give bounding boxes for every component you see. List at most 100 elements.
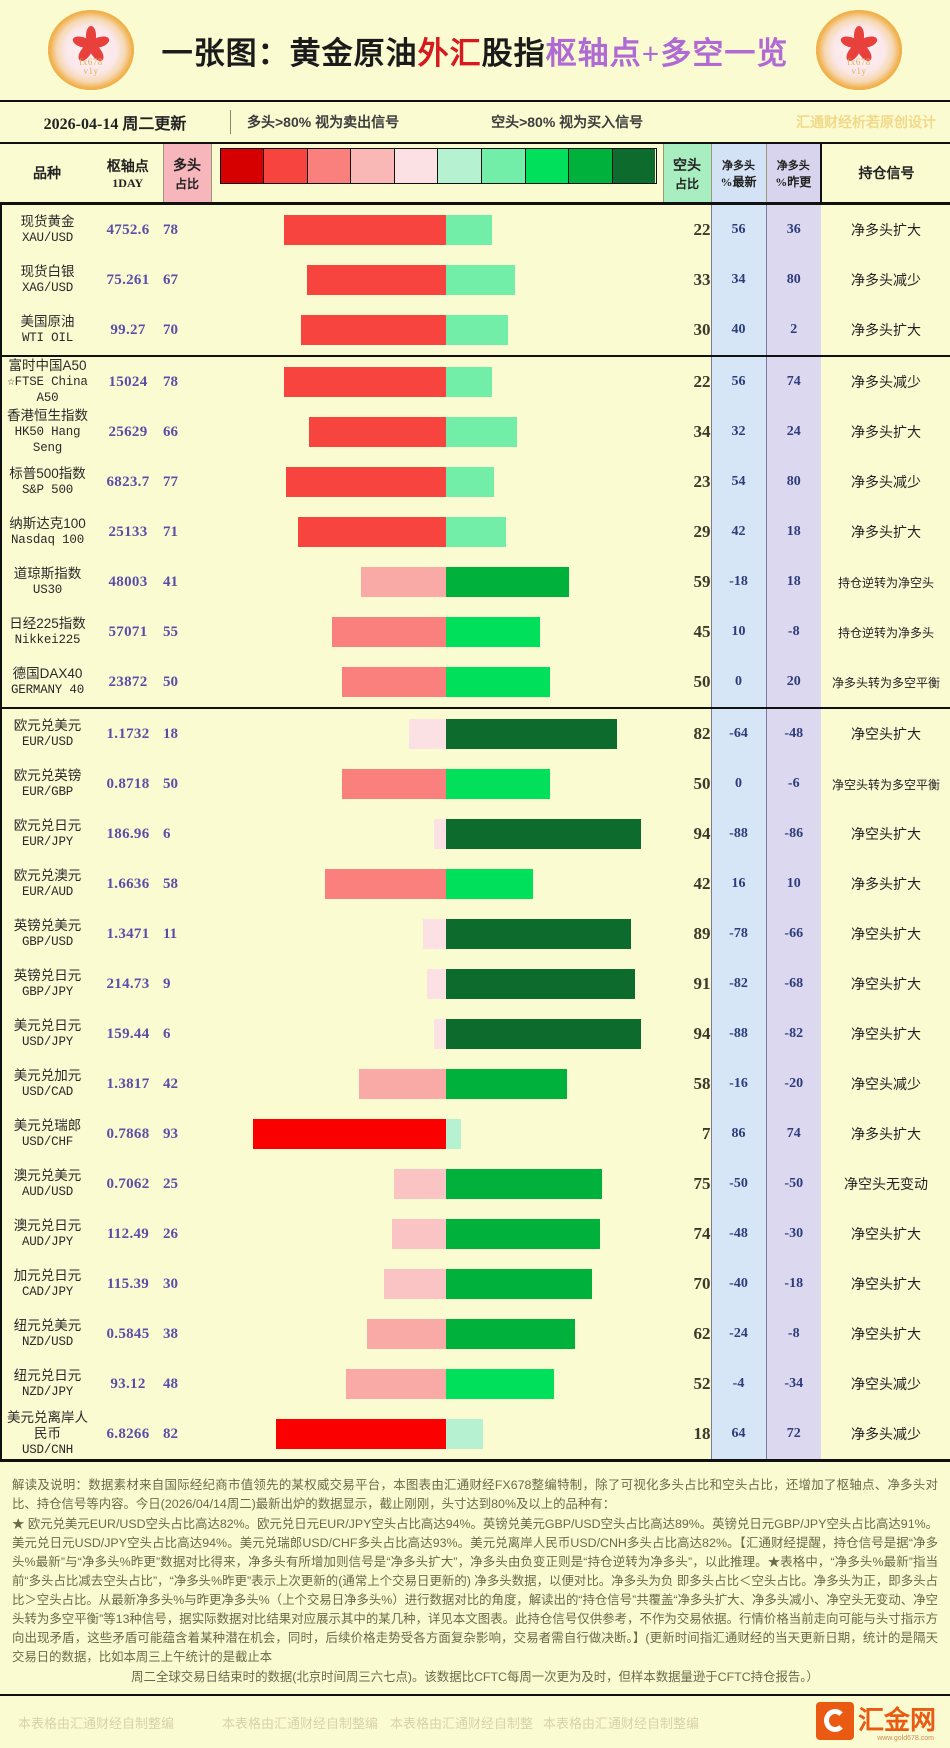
short-percent: 7 — [702, 1124, 711, 1143]
table-row[interactable]: 英镑兑美元 GBP/USD 1.3471 11 89 -78 -66 净空头扩大 — [0, 909, 950, 959]
short-percent: 22 — [663, 355, 711, 407]
instrument-name: 澳元兑美元 AUD/USD — [0, 1159, 93, 1209]
pivot-value: 186.96 — [106, 825, 150, 842]
site-logo[interactable]: 汇金网 www.gold678.com — [815, 1702, 936, 1742]
instrument-symbol: AUD/USD — [21, 1185, 74, 1199]
table-row[interactable]: 美元兑加元 USD/CAD 1.3817 42 58 -16 -20 净空头减少 — [0, 1059, 950, 1109]
bar-wrapper — [211, 315, 663, 345]
bar-wrapper — [211, 417, 663, 447]
long-percent: 82 — [163, 1409, 211, 1462]
long-percent: 11 — [163, 925, 178, 942]
position-signal: 净多头减少 — [821, 355, 950, 407]
credit-text-1: 本表格由汇通财经自制整编 — [18, 1715, 175, 1731]
instrument-symbol: WTI OIL — [21, 331, 74, 345]
net-long-latest: -82 — [710, 959, 766, 1009]
long-bar-segment — [408, 719, 447, 749]
short-bar-segment — [446, 1269, 592, 1299]
rule-short-label: 空头>80% 视为买入信号 — [491, 114, 644, 130]
pivot-value: 25133 — [108, 523, 148, 540]
table-row[interactable]: 日经225指数 Nikkei225 57071 55 45 10 -8 持仓逆转为净多头 — [0, 607, 950, 657]
long-bar-segment — [283, 215, 447, 245]
position-signal: 净多头扩大 — [851, 1126, 921, 1142]
table-row[interactable]: 德国DAX40 GERMANY 40 23872 50 50 0 20 净多头转为多空平衡 — [0, 657, 950, 708]
table-row[interactable]: 欧元兑日元 EUR/JPY 186.96 6 94 -88 -86 净空头扩大 — [0, 809, 950, 859]
table-row[interactable]: 美元兑离岸人民币 USD/CNH 6.8266 82 18 64 72 净多头减少 — [0, 1409, 950, 1462]
instrument-symbol: Nasdaq 100 — [10, 533, 84, 547]
table-row[interactable]: 欧元兑澳元 EUR/AUD 1.6636 58 42 16 10 净多头扩大 — [0, 859, 950, 909]
net-long-previous: -82 — [765, 1009, 821, 1059]
table-row[interactable]: 现货白银 XAG/USD 75.261 67 33 34 80 净多头减少 — [0, 255, 950, 305]
table-row[interactable]: 标普500指数 S&P 500 6823.7 77 23 54 80 净多头减少 — [0, 457, 950, 507]
short-bar-segment — [446, 467, 494, 497]
col-header-short: 空头 占比 — [662, 144, 712, 205]
short-bar-segment — [446, 1219, 600, 1249]
credit-text-4: 本表格由汇通财经自制整编 — [543, 1715, 700, 1731]
net-long-latest: 56 — [710, 203, 766, 255]
table-row[interactable]: 加元兑日元 CAD/JPY 115.39 30 70 -40 -18 净空头扩大 — [0, 1259, 950, 1309]
position-signal: 持仓逆转为净空头 — [837, 575, 934, 590]
position-signal: 净多头扩大 — [851, 524, 921, 540]
instrument-symbol: S&P 500 — [21, 483, 74, 497]
credit-text-2: 本表格由汇通财经自制整编 — [222, 1715, 379, 1731]
net-long-previous: 2 — [765, 305, 821, 356]
seal-tag-line2: v1y — [83, 66, 99, 76]
table-row[interactable]: 英镑兑日元 GBP/JPY 214.73 9 91 -82 -68 净空头扩大 — [0, 959, 950, 1009]
instrument-name: 美元兑日元 USD/JPY — [0, 1009, 93, 1059]
long-bar-segment — [346, 1369, 447, 1399]
table-row[interactable]: 澳元兑日元 AUD/JPY 112.49 26 74 -48 -30 净空头扩大 — [0, 1209, 950, 1259]
instrument-name: 美元兑离岸人民币 USD/CNH — [0, 1409, 93, 1462]
long-short-bar — [211, 204, 663, 256]
table-row[interactable]: 美国原油 WTI OIL 99.27 70 30 40 2 净多头扩大 — [0, 305, 950, 356]
long-percent: 50 — [163, 775, 178, 792]
pivot-value: 15024 — [93, 355, 163, 407]
table-row[interactable]: 欧元兑美元 EUR/USD 1.1732 18 82 -64 -48 净空头扩大 — [0, 707, 950, 759]
instrument-name: 欧元兑澳元 EUR/AUD — [0, 859, 93, 909]
short-percent: 59 — [693, 572, 711, 591]
explanatory-notes: 解读及说明：数据素材来自国际经纪商市值领先的某权威交易平台，本图表由汇通财经FX… — [0, 1462, 950, 1694]
table-row[interactable]: 纽元兑日元 NZD/JPY 93.12 48 52 -4 -34 净空头减少 — [0, 1359, 950, 1409]
table-body: 现货黄金 XAU/USD 4752.6 78 22 56 36 净多头扩大 现货白银 XAG/US… — [0, 203, 950, 1462]
short-bar-segment — [446, 1119, 461, 1149]
table-row[interactable]: 美元兑日元 USD/JPY 159.44 6 94 -88 -82 净空头扩大 — [0, 1009, 950, 1059]
bar-wrapper — [211, 719, 663, 749]
net-long-latest: 64 — [710, 1409, 766, 1462]
table-row[interactable]: 澳元兑美元 AUD/USD 0.7062 25 75 -50 -50 净空头无变动 — [0, 1159, 950, 1209]
net-long-latest: 42 — [710, 507, 766, 557]
pivot-value: 214.73 — [106, 975, 150, 992]
net-long-latest: -48 — [710, 1209, 766, 1259]
long-short-bar — [211, 1159, 663, 1209]
net-long-latest: 54 — [710, 457, 766, 507]
short-percent: 22 — [693, 220, 711, 239]
table-row[interactable]: 欧元兑英镑 EUR/GBP 0.8718 50 50 0 -6 净空头转为多空平衡 — [0, 759, 950, 809]
long-short-bar — [211, 959, 663, 1009]
logo-wordmark: 汇金网 — [857, 1706, 936, 1735]
legend-swatch-9 — [612, 149, 656, 183]
col-header-legend — [211, 144, 663, 205]
short-percent: 75 — [693, 1174, 711, 1193]
table-row[interactable]: 美元兑瑞郎 USD/CHF 0.7868 93 7 86 74 净多头扩大 — [0, 1109, 950, 1159]
pivot-value: 0.7868 — [106, 1125, 150, 1142]
net-long-latest: -24 — [710, 1309, 766, 1359]
long-bar-segment — [308, 417, 447, 447]
long-short-bar — [211, 1359, 663, 1409]
short-percent: 23 — [693, 472, 711, 491]
long-short-bar — [211, 1259, 663, 1309]
table-row[interactable]: 香港恒生指数 HK50 Hang Seng 25629 66 34 32 24 净多头扩大 — [0, 407, 950, 457]
instrument-name: 标普500指数 S&P 500 — [0, 457, 93, 507]
long-short-bar — [211, 707, 663, 759]
long-short-bar — [211, 657, 663, 708]
long-bar-segment — [342, 769, 447, 799]
table-row[interactable]: 纽元兑美元 NZD/USD 0.5845 38 62 -24 -8 净空头扩大 — [0, 1309, 950, 1359]
table-row[interactable]: 现货黄金 XAU/USD 4752.6 78 22 56 36 净多头扩大 — [0, 203, 950, 256]
net-long-previous: -34 — [765, 1359, 821, 1409]
instrument-symbol: ☆FTSE China A50 — [7, 375, 88, 405]
table-row[interactable]: 纳斯达克100 Nasdaq 100 25133 71 29 42 18 净多头扩大 — [0, 507, 950, 557]
short-bar-segment — [446, 215, 492, 245]
legend-swatch-8 — [569, 149, 613, 183]
instrument-symbol: CAD/JPY — [21, 1285, 74, 1299]
note-paragraph-3: 周二全球交易日结束时的数据(北京时间周三六七点)。该数据比CFTC每周一次更为及… — [131, 1670, 819, 1684]
net-long-latest: -78 — [710, 909, 766, 959]
long-percent: 6 — [163, 825, 171, 842]
table-row[interactable]: 道琼斯指数 US30 48003 41 59 -18 18 持仓逆转为净空头 — [0, 557, 950, 607]
table-row[interactable]: 富时中国A50 ☆FTSE China A50 15024 78 22 56 74 净多头减少 — [0, 355, 950, 407]
